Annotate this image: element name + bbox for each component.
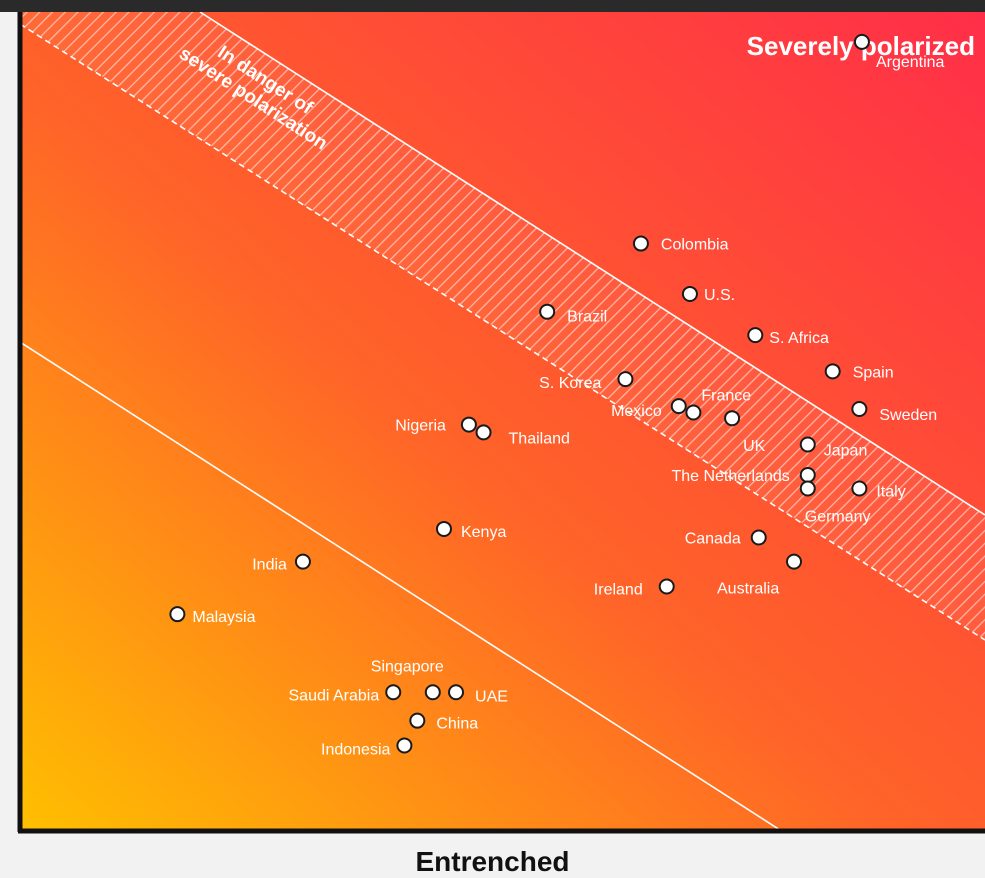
data-point-label: Spain [853,364,894,381]
data-point [853,33,870,50]
data-point-label: Indonesia [321,742,390,759]
data-point [385,684,402,701]
data-point [435,520,452,537]
data-point-label: Italy [876,483,905,500]
data-point-label: Kenya [461,524,506,541]
data-point-label: Brazil [567,309,607,326]
data-point [799,467,816,483]
data-point [681,285,698,302]
top-frame [0,0,985,12]
data-point-label: Sweden [879,407,937,424]
plot-area [20,12,985,830]
severe-boundary-line [199,12,985,516]
data-point [475,424,492,441]
data-point [539,303,556,320]
data-point-label: China [436,716,478,733]
data-point [851,400,868,417]
data-point-label: U.S. [704,287,735,304]
data-point-label: Japan [824,442,868,459]
data-point [786,553,802,570]
data-point-label: Ireland [594,581,643,598]
danger-band [20,12,985,640]
data-point [169,606,186,623]
data-point [460,416,477,433]
data-point [670,398,687,415]
data-point-label: Argentina [876,54,945,71]
data-point-label: S. Korea [539,375,601,392]
data-point [747,327,764,344]
data-point-label: Australia [717,581,779,598]
data-point [724,410,741,427]
data-point-label: Malaysia [192,609,255,626]
x-axis-label: Entrenched [415,846,570,877]
data-point [750,529,767,546]
data-point-label: Canada [685,530,741,547]
data-point [799,436,816,453]
data-point [685,404,702,421]
data-point [409,712,426,729]
data-point [632,235,649,252]
data-point [424,684,441,701]
data-point [824,363,841,380]
data-point-label: UAE [475,688,508,705]
data-point-label: UK [743,438,766,455]
data-point-label: Thailand [509,430,570,447]
data-point-label: The Netherlands [671,468,789,485]
data-point [448,684,465,701]
data-point-label: India [252,557,287,574]
data-point-label: Singapore [371,658,444,675]
data-point [396,737,413,754]
data-point-label: S. Africa [769,330,829,347]
data-point-label: Germany [805,508,871,525]
data-point [851,480,868,497]
data-point-label: Colombia [661,237,729,254]
plot-background [20,12,985,830]
entrenched-boundary-line [20,341,781,830]
data-point-label: Mexico [611,403,662,420]
data-point [617,371,634,388]
data-point [799,480,816,497]
data-point [294,553,311,570]
data-point-label: France [701,388,751,405]
danger-boundary-line [20,23,985,641]
data-points: Argentina Colombia U.S. Brazil S. Africa Spai… [169,33,945,759]
data-point-label: Saudi Arabia [289,687,380,704]
data-point [658,578,675,595]
data-point-label: Nigeria [395,418,446,435]
